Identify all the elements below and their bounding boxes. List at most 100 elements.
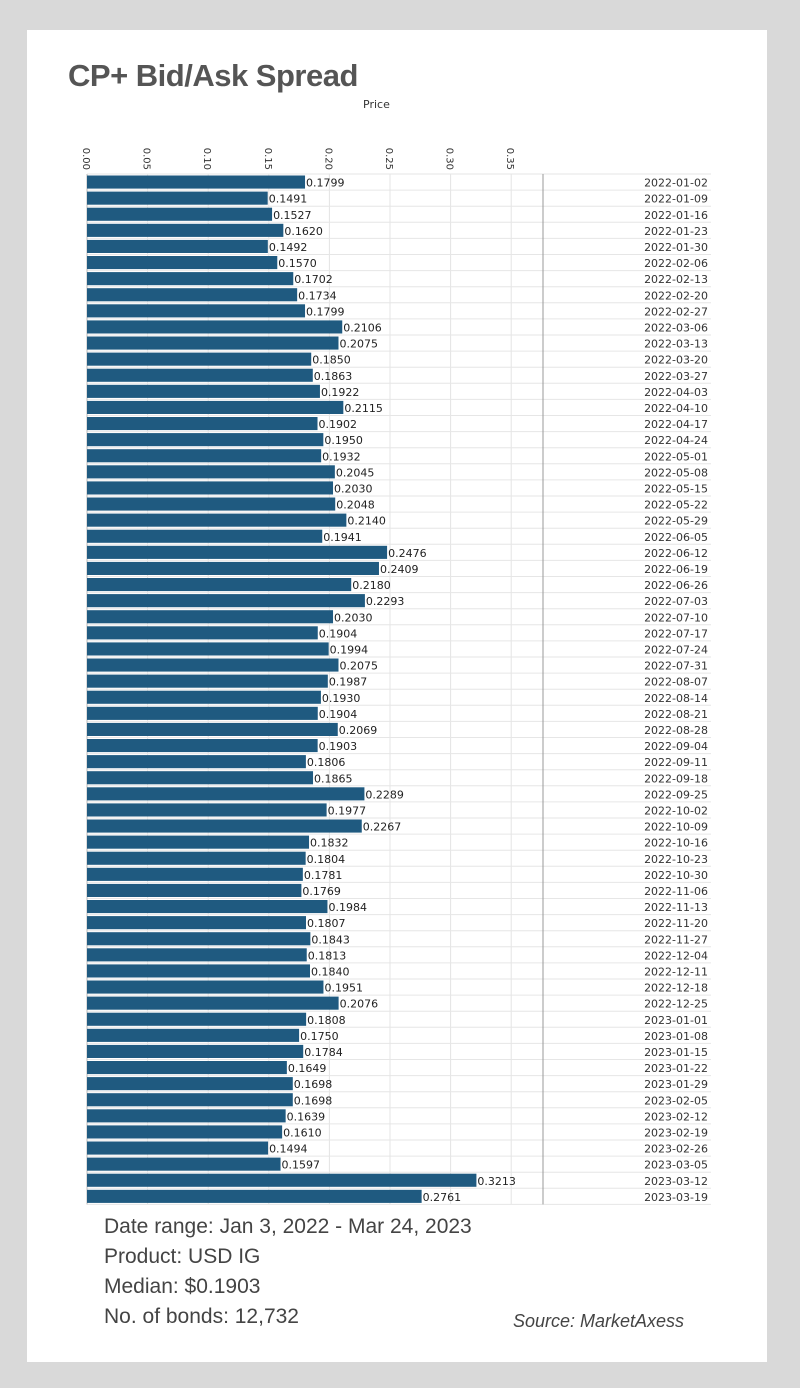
category-label: 2022-03-06 (644, 322, 708, 335)
bar (87, 191, 268, 205)
category-label: 2022-04-17 (644, 418, 708, 431)
bar (87, 835, 310, 849)
category-label: 2023-02-26 (644, 1143, 708, 1156)
value-label: 0.1850 (312, 354, 351, 367)
bar (87, 368, 313, 382)
bar (87, 175, 306, 189)
category-label: 2022-01-30 (644, 241, 708, 254)
bar (87, 1125, 283, 1139)
bar (87, 867, 303, 881)
bar (87, 223, 284, 237)
value-label: 0.1804 (307, 853, 346, 866)
bar (87, 529, 323, 543)
category-label: 2022-11-13 (644, 901, 708, 914)
bar (87, 320, 343, 334)
bar (87, 384, 320, 398)
bar (87, 288, 298, 302)
category-label: 2022-07-24 (644, 644, 708, 657)
category-label: 2022-09-11 (644, 756, 708, 769)
value-label: 0.1903 (319, 740, 358, 753)
category-label: 2022-05-15 (644, 483, 708, 496)
info-block: Date range: Jan 3, 2022 - Mar 24, 2023 P… (104, 1212, 472, 1332)
category-label: 2022-04-03 (644, 386, 708, 399)
value-label: 0.1922 (321, 386, 360, 399)
bar (87, 594, 365, 608)
category-label: 2022-03-13 (644, 338, 708, 351)
category-label: 2023-02-05 (644, 1094, 708, 1107)
bar (87, 642, 329, 656)
value-label: 0.3213 (477, 1175, 516, 1188)
bar (87, 1157, 281, 1171)
value-label: 0.1698 (294, 1078, 333, 1091)
category-label: 2022-08-28 (644, 724, 708, 737)
category-label: 2023-01-22 (644, 1062, 708, 1075)
category-label: 2022-08-14 (644, 692, 708, 705)
value-label: 0.2030 (334, 611, 373, 624)
value-label: 0.1597 (282, 1159, 321, 1172)
category-label: 2022-08-07 (644, 676, 708, 689)
value-label: 0.1570 (278, 257, 317, 270)
category-label: 2022-09-04 (644, 740, 708, 753)
bar (87, 771, 314, 785)
value-label: 0.1987 (329, 676, 368, 689)
bar (87, 1109, 286, 1123)
category-label: 2023-02-19 (644, 1127, 708, 1140)
value-label: 0.1750 (300, 1030, 339, 1043)
value-label: 0.1806 (307, 756, 346, 769)
value-label: 0.1734 (298, 289, 337, 302)
category-label: 2022-02-06 (644, 257, 708, 270)
bar (87, 465, 335, 479)
bar (87, 207, 273, 221)
value-label: 0.1932 (322, 450, 361, 463)
bar (87, 561, 379, 575)
value-label: 0.1840 (311, 966, 350, 979)
chart-card: CP+ Bid/Ask Spread Price 0.00 0.05 0.10 0.1… (27, 30, 767, 1362)
axis-label-price: Price (363, 98, 390, 111)
value-label: 0.1902 (319, 418, 358, 431)
source-text: Source: MarketAxess (513, 1311, 685, 1331)
bar (87, 417, 318, 431)
category-label: 2022-07-03 (644, 595, 708, 608)
category-label: 2022-04-24 (644, 434, 708, 447)
bar (87, 1189, 422, 1203)
category-label: 2022-10-02 (644, 805, 708, 818)
category-label: 2022-12-11 (644, 966, 708, 979)
category-label: 2022-05-22 (644, 499, 708, 512)
bar (87, 400, 344, 414)
category-label: 2022-11-27 (644, 933, 708, 946)
bar (87, 256, 278, 270)
category-label: 2023-01-29 (644, 1078, 708, 1091)
category-label: 2022-10-09 (644, 821, 708, 834)
bar (87, 497, 336, 511)
value-label: 0.1639 (287, 1110, 326, 1123)
date-range-text: Date range: Jan 3, 2022 - Mar 24, 2023 (104, 1215, 472, 1238)
bar (87, 610, 334, 624)
value-label: 0.2106 (343, 322, 382, 335)
value-label: 0.1951 (324, 982, 363, 995)
category-label: 2022-06-12 (644, 547, 708, 560)
value-label: 0.2075 (339, 338, 378, 351)
value-label: 0.1799 (306, 305, 345, 318)
bar (87, 449, 322, 463)
category-label: 2022-02-20 (644, 289, 708, 302)
bar (87, 948, 307, 962)
value-label: 0.1904 (319, 627, 358, 640)
value-label: 0.1527 (273, 209, 312, 222)
tick-label: 0.00 (80, 148, 91, 170)
bar (87, 1141, 269, 1155)
value-label: 0.2069 (339, 724, 378, 737)
bar (87, 900, 328, 914)
value-label: 0.2293 (366, 595, 405, 608)
chart-title: CP+ Bid/Ask Spread (68, 58, 358, 93)
category-label: 2023-03-19 (644, 1191, 708, 1204)
bar (87, 1061, 287, 1075)
bar (87, 722, 338, 736)
category-label: 2022-10-23 (644, 853, 708, 866)
value-label: 0.2267 (363, 821, 402, 834)
category-label: 2022-05-29 (644, 515, 708, 528)
category-label: 2022-02-27 (644, 305, 708, 318)
category-label: 2022-07-17 (644, 627, 708, 640)
value-label: 0.1492 (269, 241, 308, 254)
bar (87, 1028, 300, 1042)
bar (87, 964, 311, 978)
